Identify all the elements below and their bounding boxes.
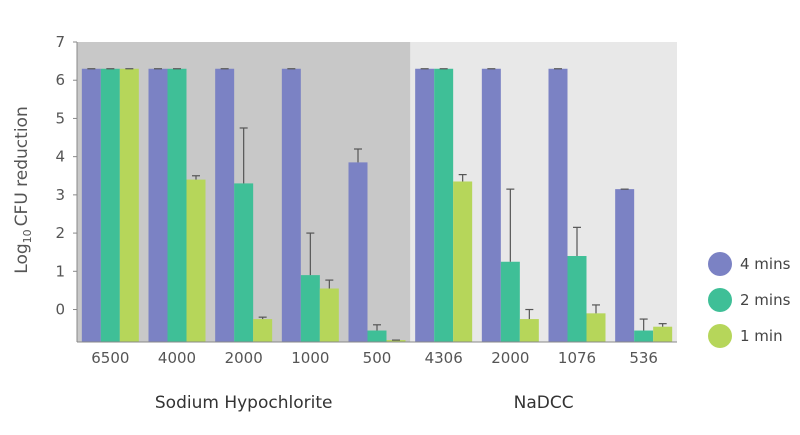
group-label-0: Sodium Hypochlorite	[155, 393, 333, 413]
y-tick-label-0: 0	[55, 301, 65, 319]
bar-2-7	[586, 313, 606, 342]
error-bars	[87, 68, 667, 341]
bar-2-0	[119, 68, 139, 343]
group-label-1: NaDCC	[514, 393, 574, 413]
y-tick-label-4: 4	[55, 148, 65, 166]
y-tick-label-3: 3	[55, 186, 65, 204]
bar-2-8	[653, 326, 673, 342]
y-tick-label-2: 2	[55, 224, 65, 242]
legend-swatch-1[interactable]	[708, 288, 732, 312]
x-tick-label-1: 4000	[158, 349, 196, 367]
bar-1-0	[100, 68, 120, 343]
bar-1-8	[634, 330, 654, 342]
legend-label-0[interactable]: 4 mins	[740, 255, 791, 273]
x-tick-label-5: 4306	[425, 349, 463, 367]
legend[interactable]: 4 mins 2 mins 1 min	[708, 252, 791, 348]
x-tick-label-8: 536	[629, 349, 658, 367]
bar-1-2	[234, 183, 254, 342]
y-tick-label-1: 1	[55, 262, 65, 280]
bar-2-4	[386, 340, 406, 342]
x-tick-label-0: 6500	[91, 349, 129, 367]
bar-1-7	[567, 256, 587, 342]
y-axis-label: Log10 CFU reduction	[12, 106, 34, 273]
bar-1-6	[500, 261, 520, 342]
y-axis-label-subscript: 10	[21, 229, 34, 243]
bar-0-3	[281, 68, 301, 343]
bars	[81, 68, 673, 343]
y-tick-label-5: 5	[55, 109, 65, 127]
bar-0-1	[148, 68, 168, 343]
x-tick-label-4: 500	[363, 349, 392, 367]
bar-0-7	[548, 68, 568, 343]
bar-2-3	[319, 288, 339, 342]
bar-2-5	[453, 181, 473, 342]
bar-2-1	[186, 179, 206, 342]
y-tick-label-6: 6	[55, 71, 65, 89]
bar-0-4	[348, 162, 368, 342]
bar-1-1	[167, 68, 187, 343]
bar-1-3	[300, 275, 320, 342]
legend-label-2[interactable]: 1 min	[740, 327, 783, 345]
legend-swatch-2[interactable]	[708, 324, 732, 348]
bar-0-6	[481, 68, 501, 343]
axes	[73, 41, 677, 343]
x-tick-label-6: 2000	[491, 349, 529, 367]
bar-2-2	[253, 319, 273, 342]
y-axis-label-main: CFU reduction	[12, 106, 32, 226]
y-tick-label-7: 7	[55, 33, 65, 51]
x-tick-label-2: 2000	[225, 349, 263, 367]
bar-0-2	[215, 68, 235, 343]
bar-1-4	[367, 330, 387, 342]
x-tick-label-7: 1076	[558, 349, 596, 367]
x-tick-label-3: 1000	[291, 349, 329, 367]
bar-2-6	[519, 319, 539, 342]
legend-swatch-0[interactable]	[708, 252, 732, 276]
bar-0-5	[415, 68, 435, 343]
bar-1-5	[434, 68, 454, 343]
bar-0-0	[81, 68, 101, 343]
y-axis-label-prefix: Log	[12, 243, 32, 273]
legend-label-1[interactable]: 2 mins	[740, 291, 791, 309]
bar-0-8	[615, 189, 635, 342]
